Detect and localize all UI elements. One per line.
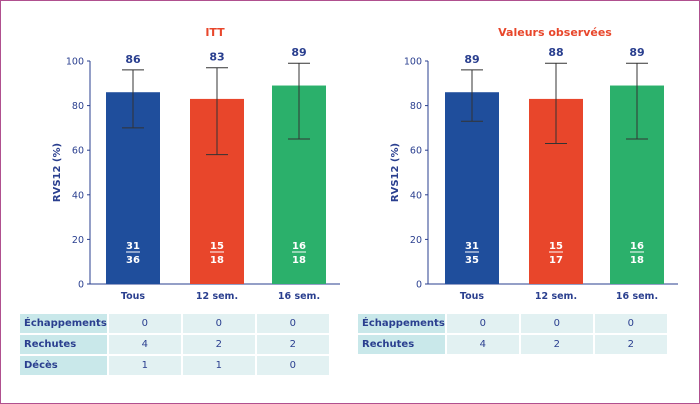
y-axis-label-itt: RVS12 (%) [52,143,63,202]
y-tick-label: 20 [410,235,422,246]
y-tick-label: 60 [410,146,422,157]
data-label: 83 [209,51,224,64]
category-label: 12 sem. [196,291,238,302]
category-label: 16 sem. [278,291,320,302]
chart-title-itt: ITT [205,26,225,39]
category-label: 16 sem. [616,291,658,302]
table-cell: 0 [256,314,329,333]
table-row: Échappements 0 0 0 [358,314,667,333]
table-row: Échappements 0 0 0 [20,314,329,333]
table-cell: 1 [108,356,181,375]
table-cell: 1 [182,356,255,375]
category-label: 12 sem. [535,291,577,302]
data-label: 89 [291,46,306,59]
y-axis-label-observed: RVS12 (%) [390,143,401,202]
table-row: Décès 1 1 0 [20,356,329,375]
category-label: Tous [460,291,485,302]
denominator-label: 36 [126,255,140,266]
denominator-label: 18 [210,255,224,266]
events-table-itt: Échappements 0 0 0 Rechutes 4 2 2 Décès 1 1 0 [18,312,331,377]
row-label: Rechutes [20,335,107,354]
row-label: Échappements [20,314,107,333]
row-label: Rechutes [358,335,445,354]
numerator-label: 31 [465,241,479,252]
y-tick-label: 60 [72,146,84,157]
data-label: 86 [125,53,141,66]
y-tick-label: 80 [72,101,84,112]
numerator-label: 15 [549,241,563,252]
table-row: Rechutes 4 2 2 [358,335,667,354]
data-label: 89 [464,53,479,66]
y-tick-label: 80 [410,101,422,112]
table-cell: 2 [256,335,329,354]
numerator-label: 16 [630,241,644,252]
table-cell: 2 [182,335,255,354]
table-cell: 0 [594,314,667,333]
table-cell: 2 [520,335,593,354]
table-cell: 0 [182,314,255,333]
category-label: Tous [121,291,146,302]
table-cell: 0 [256,356,329,375]
table-cell: 0 [108,314,181,333]
table-cell: 2 [594,335,667,354]
denominator-label: 18 [630,255,644,266]
denominator-label: 17 [549,255,563,266]
events-table-observed: Échappements 0 0 0 Rechutes 4 2 2 [356,312,669,356]
table-cell: 4 [446,335,519,354]
numerator-label: 16 [292,241,306,252]
data-label: 88 [548,46,563,59]
numerator-label: 15 [210,241,224,252]
chart-title-observed: Valeurs observées [498,26,612,39]
row-label: Échappements [358,314,445,333]
y-tick-label: 40 [410,190,422,201]
table-cell: 4 [108,335,181,354]
y-tick-label: 40 [72,190,84,201]
y-tick-label: 100 [404,57,422,68]
numerator-label: 31 [126,241,140,252]
data-label: 89 [629,46,644,59]
y-tick-label: 0 [78,280,84,291]
table-row: Rechutes 4 2 2 [20,335,329,354]
table-cell: 0 [446,314,519,333]
row-label: Décès [20,356,107,375]
y-tick-label: 20 [72,235,84,246]
denominator-label: 18 [292,255,306,266]
y-tick-label: 100 [66,57,84,68]
table-cell: 0 [520,314,593,333]
denominator-label: 35 [465,255,479,266]
y-tick-label: 0 [416,280,422,291]
